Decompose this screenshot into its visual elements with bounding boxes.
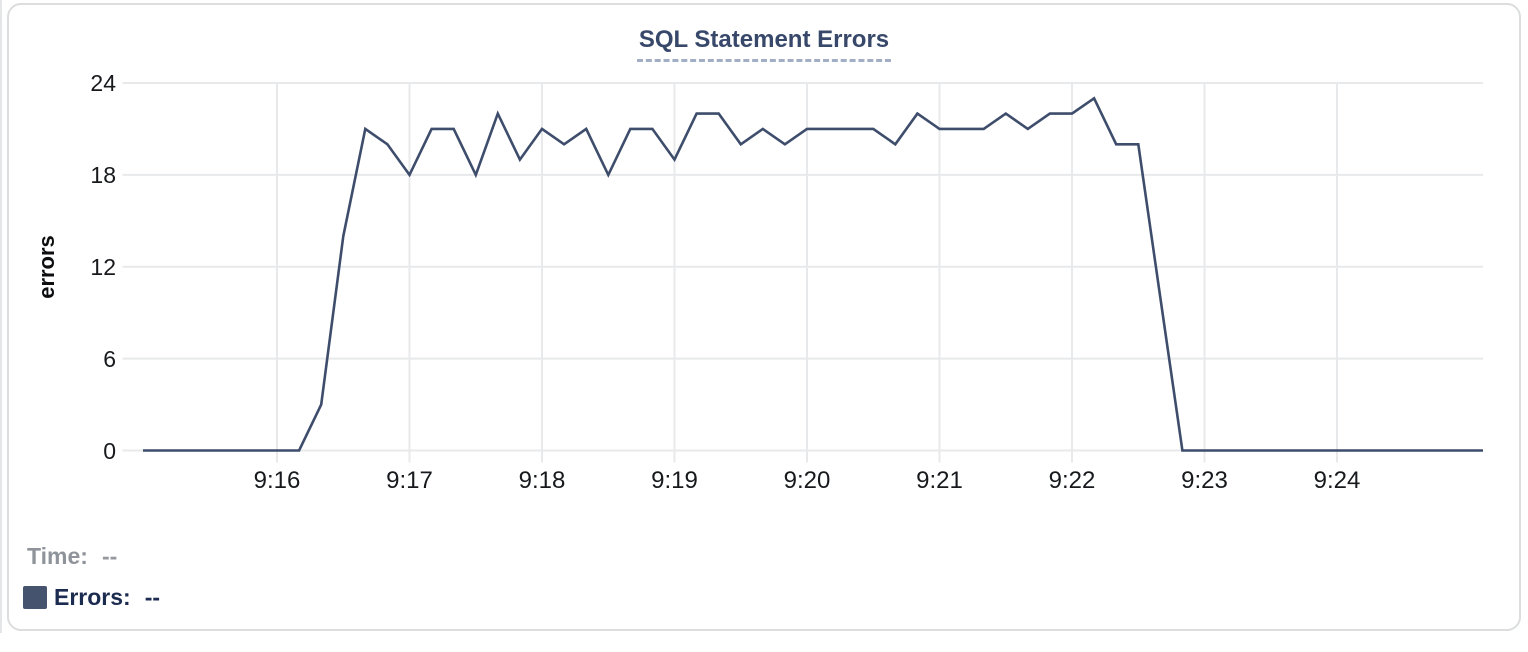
tooltip-errors-value: -- — [144, 584, 161, 610]
x-axis-tick-label: 9:23 — [1181, 467, 1228, 494]
x-axis-tick-label: 9:21 — [916, 467, 963, 494]
chart-header: SQL Statement Errors — [0, 26, 1528, 62]
y-axis-tick-label: 24 — [90, 70, 116, 96]
tooltip-time-row: Time: -- — [27, 543, 117, 569]
y-axis-tick-label: 0 — [103, 437, 116, 464]
y-axis-tick-label: 18 — [90, 161, 116, 188]
errors-series-swatch — [23, 585, 47, 609]
x-axis-tick-label: 9:16 — [253, 467, 301, 494]
y-axis-tick-label: 12 — [90, 253, 116, 280]
tooltip-errors-label: Errors: — [54, 584, 131, 610]
tooltip-time-label: Time: — [27, 543, 88, 569]
left-edge-divider — [0, 0, 2, 633]
chart-card — [7, 3, 1521, 631]
x-axis-tick-label: 9:20 — [783, 467, 831, 494]
x-axis-tick-label: 9:24 — [1313, 467, 1361, 494]
errors-series-line — [143, 96, 1483, 452]
tooltip-time-value: -- — [101, 543, 118, 569]
tooltip-errors-row: Errors: -- — [23, 584, 160, 610]
chart-title[interactable]: SQL Statement Errors — [636, 26, 892, 62]
x-axis-tick-label: 9:18 — [518, 467, 566, 494]
y-axis-tick-label: 6 — [103, 345, 116, 372]
x-axis-tick-label: 9:19 — [651, 467, 698, 494]
x-axis-tick-label: 9:17 — [386, 467, 433, 494]
x-axis-tick-label: 9:22 — [1048, 467, 1096, 494]
